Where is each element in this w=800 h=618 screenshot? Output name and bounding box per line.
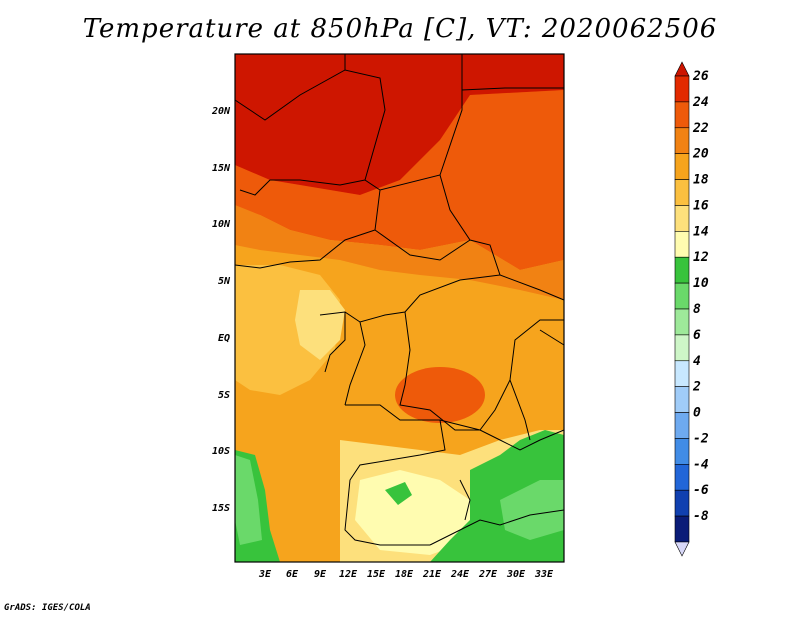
- y-tick-label: 15S: [212, 503, 230, 514]
- colorbar-label: 24: [692, 95, 709, 110]
- colorbar-label: 18: [693, 173, 709, 188]
- colorbar-label: 12: [693, 250, 709, 265]
- y-tick-label: 10N: [212, 219, 231, 230]
- x-tick-label: 33E: [534, 569, 554, 580]
- colorbar-segment: [674, 386, 690, 413]
- colorbar-label: 14: [693, 224, 709, 239]
- map-frame: [234, 53, 565, 563]
- colorbar-label: -8: [693, 509, 709, 524]
- colorbar-label: -2: [693, 431, 709, 446]
- colorbar-label: 8: [693, 302, 701, 317]
- colorbar-segment: [674, 179, 690, 206]
- colorbar-segment: [674, 127, 690, 154]
- colorbar-segment: [674, 464, 690, 491]
- y-tick-label: 10S: [212, 446, 230, 457]
- colorbar-arrow-bottom: [674, 541, 690, 557]
- colorbar-segment: [674, 282, 690, 310]
- x-tick-label: 24E: [450, 569, 470, 580]
- y-tick-label: EQ: [218, 333, 230, 344]
- temperature-map: [234, 53, 565, 563]
- zone-14-west: [295, 290, 345, 360]
- colorbar-segment: [674, 334, 690, 362]
- x-tick-label: 3E: [258, 569, 272, 580]
- x-tick-label: 30E: [506, 569, 526, 580]
- colorbar-label: 4: [693, 354, 701, 369]
- chart-title: Temperature at 850hPa [C], VT: 202006250…: [82, 14, 718, 44]
- colorbar-label: 10: [693, 276, 709, 291]
- x-axis: 3E 6E 9E 12E 15E 18E 21E 24E 27E 30E 33E: [258, 569, 554, 580]
- zone-14-south: [355, 470, 470, 555]
- zone-10-southeast: [500, 480, 564, 540]
- colorbar-segment: [674, 205, 690, 232]
- zone-10-southwest: [235, 455, 262, 545]
- y-axis: 20N 15N 10N 5N EQ 5S 10S 15S: [211, 106, 231, 514]
- x-tick-label: 12E: [339, 569, 358, 580]
- colorbar-segment: [674, 515, 690, 543]
- y-tick-label: 5N: [218, 276, 231, 287]
- x-tick-label: 27E: [478, 569, 498, 580]
- colorbar-label: -4: [693, 457, 709, 472]
- zone-12-spot: [385, 482, 412, 505]
- y-tick-label: 20N: [211, 106, 231, 117]
- colorbar-segment: [674, 256, 690, 284]
- colorbar-label: 16: [693, 198, 709, 213]
- colorbar-segment: [674, 153, 690, 180]
- colorbar-segment: [674, 75, 690, 103]
- colorbar-segment: [674, 231, 690, 258]
- colorbar-arrow-top: [674, 61, 690, 77]
- zone-22-central: [395, 367, 485, 423]
- colorbar-label: 0: [693, 406, 701, 421]
- footer-credit: GrADS: IGES/COLA: [4, 603, 91, 613]
- colorbar-label: 26: [692, 69, 709, 84]
- zone-22: [235, 90, 564, 270]
- colorbar-segment: [674, 360, 690, 387]
- colorbar-segment: [674, 489, 690, 517]
- x-tick-label: 21E: [422, 569, 442, 580]
- x-tick-label: 9E: [314, 569, 327, 580]
- colorbar-segment: [674, 438, 690, 465]
- y-tick-label: 15N: [212, 163, 231, 174]
- x-tick-label: 6E: [286, 569, 299, 580]
- colorbar-label: 6: [693, 328, 701, 343]
- colorbar-label: 22: [692, 121, 709, 136]
- x-tick-label: 15E: [367, 569, 386, 580]
- colorbar-segment: [674, 308, 690, 336]
- colorbar-label: 2: [692, 380, 701, 395]
- colorbar-label: 20: [692, 147, 709, 162]
- y-tick-label: 5S: [218, 390, 230, 401]
- colorbar-segment: [674, 412, 690, 439]
- colorbar-label: -6: [693, 483, 709, 498]
- zone-20: [235, 205, 564, 300]
- country-borders: [234, 54, 565, 546]
- x-tick-label: 18E: [395, 569, 414, 580]
- colorbar-segment: [674, 101, 690, 129]
